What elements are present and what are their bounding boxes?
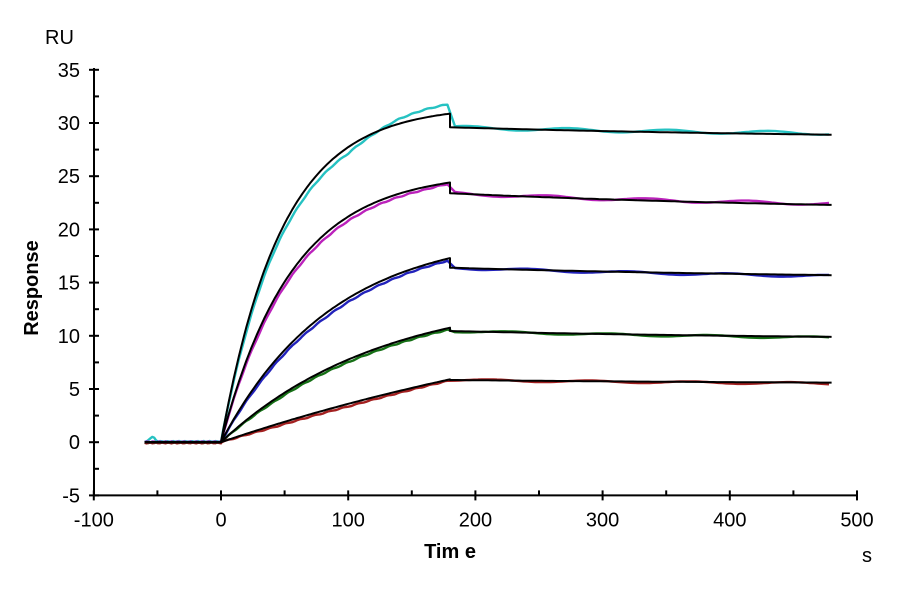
x-tick-label: -100 — [74, 509, 114, 531]
x-tick-label: 300 — [586, 509, 619, 531]
y-axis-title: Response — [21, 240, 43, 336]
y-axis-unit-label: RU — [45, 27, 74, 49]
x-tick-label: 400 — [713, 509, 746, 531]
trace-1-cyan-fit-curve — [144, 112, 832, 444]
y-tick-label: 10 — [58, 326, 80, 348]
x-axis-title: Tim e — [424, 541, 476, 563]
trace-3-blue-fit-curve — [144, 257, 832, 444]
y-tick-label: 35 — [58, 60, 80, 82]
trace-2-magenta-fit-curve — [144, 181, 832, 444]
y-tick-label: 5 — [69, 379, 80, 401]
x-axis-unit-label: s — [862, 545, 872, 567]
y-tick-label: -5 — [62, 485, 80, 507]
x-tick-label: 200 — [459, 509, 492, 531]
trace-3-blue-data-curve — [144, 259, 829, 444]
y-tick-label: 30 — [58, 113, 80, 135]
y-tick-label: 0 — [69, 432, 80, 454]
y-tick-label: 25 — [58, 166, 80, 188]
trace-4-green-data-curve — [144, 328, 830, 445]
y-tick-label: 15 — [58, 273, 80, 295]
trace-4-green-fit-curve — [144, 326, 832, 444]
x-tick-label: 500 — [840, 509, 873, 531]
x-tick-label: 100 — [332, 509, 365, 531]
x-tick-label: 0 — [215, 509, 226, 531]
trace-5-red-fit-curve — [144, 378, 832, 444]
trace-2-magenta-data-curve — [144, 183, 830, 444]
y-tick-label: 20 — [58, 219, 80, 241]
